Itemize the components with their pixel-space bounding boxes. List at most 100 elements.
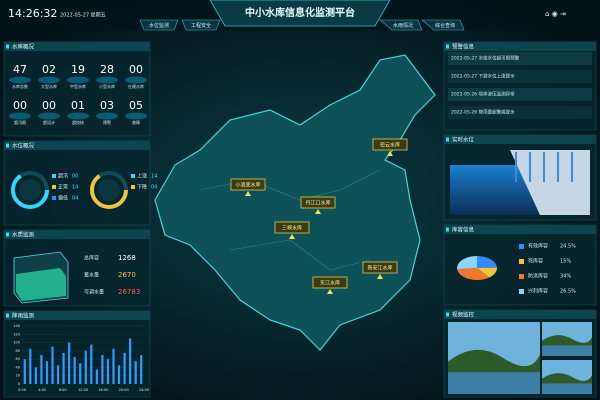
marker-label[interactable]: 三峡水库 (282, 225, 302, 232)
panel-title: 水质监测 (12, 230, 35, 238)
marker-pin[interactable] (289, 234, 295, 239)
ring-inner (19, 179, 41, 201)
counter-value: 05 (129, 99, 143, 112)
legend-label: 兴利库容 (528, 288, 548, 295)
marker-label-box[interactable] (230, 178, 266, 191)
panel-marker (446, 312, 449, 317)
gauge (515, 152, 517, 182)
marker-pin[interactable] (245, 191, 251, 196)
legend-label: 偏低 (58, 195, 68, 202)
legend-value: 14 (151, 174, 157, 180)
alert-text[interactable]: 2022-05-26 降雨量超警戒提示 (451, 109, 515, 116)
legend-value: 04 (72, 196, 78, 202)
panel-marker (446, 227, 449, 232)
video-hills[interactable] (448, 349, 540, 373)
legend-value: 24.5% (560, 244, 576, 250)
panel-header (444, 42, 596, 51)
video-hills[interactable] (542, 373, 592, 384)
bar (45, 361, 49, 384)
video-hills[interactable] (542, 335, 592, 346)
nav-tab[interactable] (139, 19, 179, 31)
marker-pin[interactable] (387, 151, 393, 156)
legend-swatch (52, 174, 56, 178)
legend-label: 超汛 (58, 173, 68, 180)
panel-header (444, 310, 596, 319)
legend-value: 15% (560, 259, 571, 265)
ring-arc (90, 171, 128, 209)
alert-row[interactable] (448, 52, 592, 65)
legend-swatch (519, 289, 524, 294)
counter-base (96, 76, 118, 84)
marker-label-box[interactable] (300, 196, 336, 209)
legend-swatch (519, 274, 524, 279)
legend-label: 正常 (58, 184, 68, 191)
panel-marker (6, 313, 9, 318)
marker-pin[interactable] (377, 274, 383, 279)
marker-label[interactable]: 东江水库 (320, 280, 340, 287)
legend-swatch (52, 185, 56, 189)
nav-label[interactable]: 水位监测 (149, 22, 169, 29)
alert-row[interactable] (448, 106, 592, 119)
marker-label-box[interactable] (274, 221, 310, 234)
gauge (557, 152, 559, 182)
bar (73, 357, 76, 384)
x-tick-label: 4:00 (38, 388, 46, 392)
counter-value: 01 (71, 99, 85, 112)
marker-label[interactable]: 小浪底水库 (235, 182, 260, 189)
y-tick-label: 80 (16, 349, 20, 353)
bar (23, 359, 26, 384)
bar (84, 350, 87, 384)
alert-text[interactable]: 2022-05-26 坝体渗压监测异常 (451, 91, 515, 98)
alert-text[interactable]: 2022-05-27 水库水位超汛限预警 (451, 55, 520, 62)
counter-label: 超设计 (43, 119, 55, 125)
date: 2022-05-27 星期五 (60, 13, 106, 19)
video-water[interactable] (542, 345, 592, 356)
gauge (571, 152, 573, 182)
alert-row[interactable] (448, 88, 592, 101)
counter-base (67, 76, 89, 84)
legend-value: 00 (72, 174, 78, 180)
storage-label: 总库容 (84, 255, 99, 262)
bar (34, 367, 37, 384)
counter-label: 大型水库 (41, 83, 57, 89)
nav-tab[interactable] (421, 19, 465, 31)
marker-label-box[interactable] (362, 261, 398, 274)
ring-inner (98, 179, 120, 201)
alert-text[interactable]: 2022-05-27 下游水位上涨提示 (451, 73, 515, 80)
storage-value: 1268 (118, 254, 136, 262)
gauge (529, 152, 531, 182)
counter-base (125, 76, 147, 84)
nav-tab[interactable] (379, 19, 423, 31)
nav-label[interactable]: 水雨情况 (393, 22, 413, 29)
nav-label[interactable]: 综合查询 (435, 22, 455, 29)
legend-value: 04 (151, 185, 157, 191)
legend-value: 34% (560, 274, 571, 280)
marker-label-box[interactable] (312, 276, 348, 289)
video-water[interactable] (542, 383, 592, 394)
alert-row[interactable] (448, 70, 592, 83)
counter-label: 小型水库 (99, 83, 115, 89)
panel-marker (446, 44, 449, 49)
x-tick-label: 8:00 (59, 388, 67, 392)
counter-base (125, 112, 147, 120)
marker-pin[interactable] (327, 289, 333, 294)
panel-title: 库容信息 (452, 225, 475, 233)
y-tick-label: 60 (16, 357, 20, 361)
marker-label[interactable]: 新安江水库 (367, 265, 392, 272)
nav-label[interactable]: 工程安全 (191, 22, 211, 29)
marker-label[interactable]: 丹江口水库 (305, 200, 330, 207)
legend-swatch (52, 196, 56, 200)
panel-marker (446, 137, 449, 142)
nav-tab[interactable] (181, 19, 221, 31)
icons[interactable]: ⌂ ◉ ⇥ (545, 10, 566, 18)
counter-value: 28 (100, 63, 114, 76)
video-water[interactable] (448, 372, 540, 394)
storage-label: 蓄水量 (84, 272, 99, 279)
panel-marker (6, 232, 9, 237)
legend-label: 有效库容 (528, 243, 548, 250)
legend-label: 防洪库容 (528, 273, 548, 280)
marker-pin[interactable] (315, 209, 321, 214)
marker-label[interactable]: 密云水库 (380, 142, 400, 149)
marker-label-box[interactable] (372, 138, 408, 151)
legend-label: 上涨 (137, 173, 147, 180)
